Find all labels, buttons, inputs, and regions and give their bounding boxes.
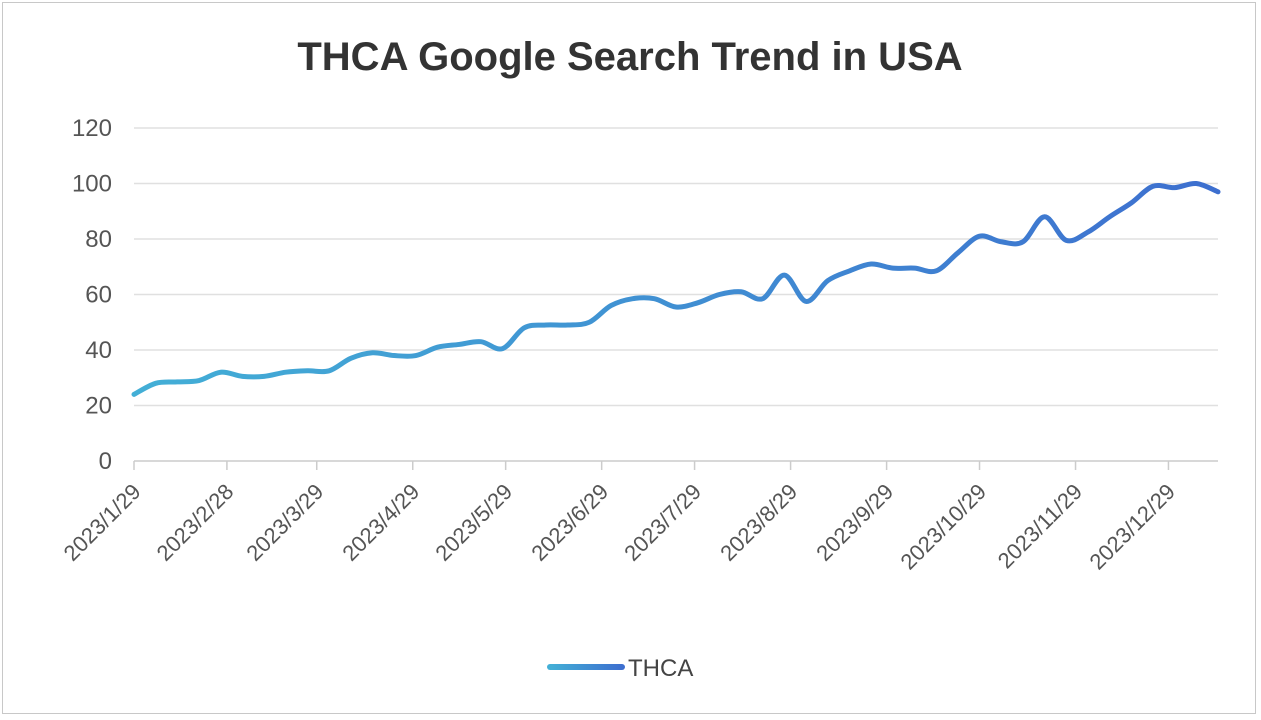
data-point[interactable] xyxy=(629,295,637,303)
data-point[interactable] xyxy=(780,271,788,279)
data-point[interactable] xyxy=(585,318,593,326)
data-point[interactable] xyxy=(455,340,463,348)
data-point[interactable] xyxy=(564,321,572,329)
data-point[interactable] xyxy=(238,372,246,380)
data-point[interactable] xyxy=(715,291,723,299)
data-point[interactable] xyxy=(499,345,507,353)
data-point[interactable] xyxy=(390,352,398,360)
grid-lines xyxy=(134,127,1218,407)
x-tick-label: 2023/9/29 xyxy=(811,479,898,566)
data-point[interactable] xyxy=(1084,228,1092,236)
data-point[interactable] xyxy=(1041,213,1049,221)
data-point[interactable] xyxy=(824,277,832,285)
data-point[interactable] xyxy=(1127,199,1135,207)
x-tick-label: 2023/6/29 xyxy=(526,479,613,566)
data-point[interactable] xyxy=(889,264,897,272)
data-point[interactable] xyxy=(195,377,203,385)
data-point[interactable] xyxy=(997,238,1005,246)
data-point[interactable] xyxy=(867,260,875,268)
data-point[interactable] xyxy=(1149,182,1157,190)
legend-label-thca: THCA xyxy=(628,655,693,682)
x-tick-label: 2023/4/29 xyxy=(337,479,424,566)
data-point[interactable] xyxy=(802,297,810,305)
data-point[interactable] xyxy=(152,379,160,387)
data-point[interactable] xyxy=(130,390,138,398)
y-tick-label: 0 xyxy=(99,448,112,475)
data-point[interactable] xyxy=(694,299,702,307)
data-point[interactable] xyxy=(1192,180,1200,188)
data-point[interactable] xyxy=(910,264,918,272)
y-tick-label: 20 xyxy=(85,393,112,420)
legend[interactable]: THCA xyxy=(547,655,693,682)
data-point[interactable] xyxy=(845,267,853,275)
data-point[interactable] xyxy=(737,288,745,296)
data-point[interactable] xyxy=(173,378,181,386)
data-point[interactable] xyxy=(325,367,333,375)
chart-title: THCA Google Search Trend in USA xyxy=(297,35,962,79)
y-tick-label: 120 xyxy=(72,115,112,142)
x-tick-label: 2023/10/29 xyxy=(896,479,992,575)
data-point[interactable] xyxy=(1171,184,1179,192)
data-point[interactable] xyxy=(1214,188,1222,196)
data-point[interactable] xyxy=(1106,213,1114,221)
data-point[interactable] xyxy=(1019,238,1027,246)
data-point[interactable] xyxy=(347,354,355,362)
data-point[interactable] xyxy=(303,367,311,375)
data-point[interactable] xyxy=(650,295,658,303)
data-point[interactable] xyxy=(954,249,962,257)
data-point[interactable] xyxy=(412,352,420,360)
x-tick-label: 2023/2/28 xyxy=(152,479,239,566)
data-point[interactable] xyxy=(520,324,528,332)
x-tick-label: 2023/12/29 xyxy=(1084,479,1180,575)
data-point[interactable] xyxy=(607,302,615,310)
y-tick-label: 80 xyxy=(85,226,112,253)
x-tick-label: 2023/8/29 xyxy=(715,479,802,566)
data-point[interactable] xyxy=(260,372,268,380)
x-tick-label: 2023/11/29 xyxy=(993,479,1087,573)
data-point[interactable] xyxy=(542,321,550,329)
y-axis-ticks: 0 20 40 60 80 100 120 xyxy=(72,115,112,475)
data-point[interactable] xyxy=(976,232,984,240)
x-tick-label: 2023/1/29 xyxy=(59,479,146,566)
y-tick-label: 40 xyxy=(85,337,112,364)
x-tick-label: 2023/5/29 xyxy=(430,479,517,566)
data-point[interactable] xyxy=(368,349,376,357)
data-point[interactable] xyxy=(932,267,940,275)
data-point[interactable] xyxy=(282,368,290,376)
y-tick-label: 60 xyxy=(85,282,112,309)
data-point[interactable] xyxy=(434,343,442,351)
x-tick-label: 2023/7/29 xyxy=(619,479,706,566)
data-point[interactable] xyxy=(217,368,225,376)
series-line-thca xyxy=(131,180,1221,397)
x-axis: 2023/1/29 2023/2/28 2023/3/29 2023/4/29 2023… xyxy=(59,460,1218,575)
data-point[interactable] xyxy=(477,338,485,346)
data-point[interactable] xyxy=(672,303,680,311)
y-tick-label: 100 xyxy=(72,171,112,198)
data-point[interactable] xyxy=(1062,236,1070,244)
x-tick-label: 2023/3/29 xyxy=(241,479,328,566)
series-layer xyxy=(130,180,1222,398)
data-point[interactable] xyxy=(759,295,767,303)
